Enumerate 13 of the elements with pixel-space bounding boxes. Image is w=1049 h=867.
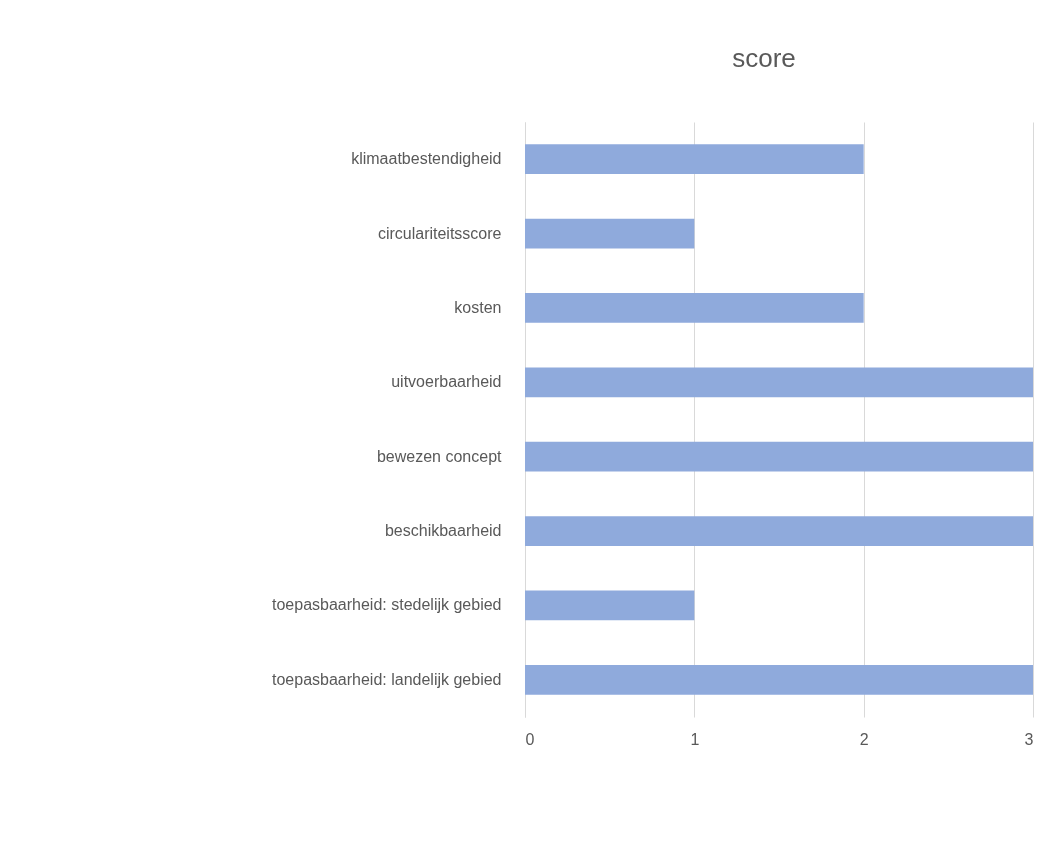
x-tick-label: 3: [1024, 730, 1034, 748]
y-tick-label: uitvoerbaarheid: [391, 373, 502, 391]
y-tick-label: toepasbaarheid: stedelijk gebied: [272, 596, 502, 614]
y-tick-label: toepasbaarheid: landelijk gebied: [271, 670, 502, 688]
y-tick-label: klimaatbestendigheid: [351, 150, 502, 168]
y-tick-label: beschikbaarheid: [384, 522, 502, 540]
y-tick-label: kosten: [454, 298, 502, 316]
x-tick-label: 1: [690, 730, 700, 748]
y-tick-label: bewezen concept: [376, 447, 503, 465]
x-tick-label: 2: [859, 730, 869, 748]
chart-title: score: [732, 43, 796, 73]
x-tick-label: 0: [525, 730, 535, 748]
y-tick-label: circulariteitsscore: [377, 224, 502, 242]
